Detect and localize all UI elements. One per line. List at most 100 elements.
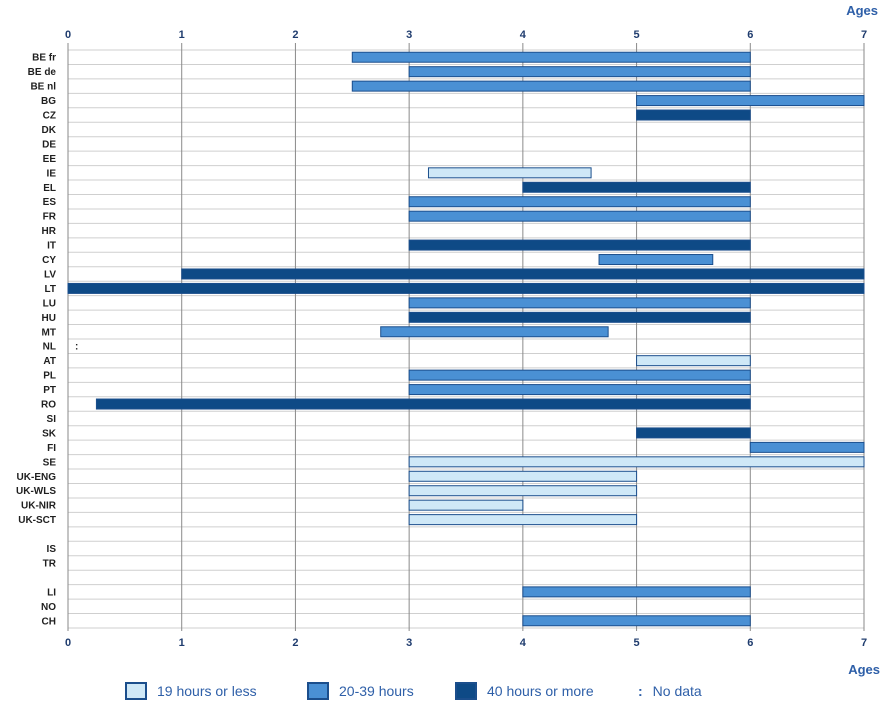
- legend-label: 19 hours or less: [157, 683, 257, 699]
- row-label: LT: [45, 284, 56, 295]
- bar-lu: [408, 297, 751, 309]
- x-tick-label-bottom: 6: [747, 637, 753, 649]
- x-tick-label-top: 6: [747, 29, 753, 41]
- x-tick-label-bottom: 1: [179, 637, 185, 649]
- row-label: HU: [42, 313, 56, 324]
- row-label: IS: [47, 544, 57, 555]
- x-tick-label-top: 1: [179, 29, 185, 41]
- row-label: UK-SCT: [18, 515, 56, 526]
- bar-hu: [408, 311, 751, 323]
- bar-fi: [749, 441, 865, 453]
- bar-lv: [181, 268, 865, 280]
- axis-title-bottom: Ages: [848, 662, 880, 677]
- row-label: DE: [42, 139, 56, 150]
- legend-label: 20-39 hours: [339, 683, 414, 699]
- bar-at: [636, 355, 751, 367]
- x-tick-label-top: 5: [634, 29, 640, 41]
- legend: 19 hours or less 20-39 hours 40 hours or…: [0, 680, 885, 704]
- bar-fr: [408, 210, 751, 222]
- bar-be-de: [408, 66, 751, 78]
- legend-item-20-39-hours: 20-39 hours: [307, 680, 414, 702]
- bar-el: [522, 181, 751, 193]
- x-tick-label-bottom: 5: [634, 637, 640, 649]
- legend-swatch-light: [125, 682, 147, 700]
- row-label: CH: [42, 616, 56, 627]
- no-data-marker: :: [75, 342, 78, 353]
- x-tick-label-bottom: 0: [65, 637, 71, 649]
- row-label: IT: [47, 241, 56, 252]
- legend-swatch-dark: [455, 682, 477, 700]
- row-label: PL: [43, 371, 56, 382]
- row-label: DK: [42, 125, 57, 136]
- grid: [67, 43, 865, 631]
- no-data-symbol: :: [638, 683, 643, 699]
- bar-bg: [636, 95, 865, 107]
- bar-es: [408, 196, 751, 208]
- row-label: HR: [42, 226, 57, 237]
- x-tick-label-top: 7: [861, 29, 867, 41]
- legend-label: No data: [652, 683, 702, 699]
- row-label: NL: [43, 342, 56, 353]
- row-label: MT: [42, 327, 56, 338]
- x-tick-label-top: 3: [406, 29, 412, 41]
- row-label: RO: [41, 400, 56, 411]
- row-label: BG: [41, 96, 56, 107]
- legend-item-no-data: : No data: [638, 680, 702, 702]
- x-tick-label-bottom: 4: [520, 637, 527, 649]
- row-label: LI: [47, 587, 56, 598]
- bar-ro: [95, 398, 751, 410]
- bar-ch: [522, 615, 751, 627]
- row-label: SE: [43, 457, 57, 468]
- row-label: ES: [43, 197, 57, 208]
- bar-pt: [408, 384, 751, 396]
- row-label: IE: [47, 168, 57, 179]
- row-label: PT: [43, 385, 56, 396]
- bar-uk-eng: [408, 470, 638, 482]
- x-tick-label-bottom: 3: [406, 637, 412, 649]
- bar-be-fr: [351, 51, 751, 63]
- axis-ticks: 0 0 1 1 2 2 3 3 4 4 5 5 6 6 7 7: [65, 29, 867, 649]
- row-label: LU: [43, 298, 56, 309]
- bar-pl: [408, 369, 751, 381]
- row-label: AT: [43, 356, 56, 367]
- x-tick-label-bottom: 2: [292, 637, 298, 649]
- row-label: UK-WLS: [16, 486, 56, 497]
- bar-cz: [636, 109, 751, 121]
- x-tick-label-top: 0: [65, 29, 71, 41]
- row-label: BE fr: [32, 53, 56, 64]
- bar-it: [408, 239, 751, 251]
- row-label: EE: [43, 154, 57, 165]
- row-label: UK-ENG: [17, 472, 57, 483]
- x-tick-label-top: 2: [292, 29, 298, 41]
- row-label: LV: [44, 269, 56, 280]
- row-label: FI: [47, 443, 56, 454]
- row-label: TR: [43, 558, 57, 569]
- bar-li: [522, 586, 751, 598]
- row-label: BE nl: [30, 82, 56, 93]
- row-label: SK: [42, 428, 57, 439]
- legend-item-19-hours: 19 hours or less: [125, 680, 257, 702]
- row-label: CY: [42, 255, 56, 266]
- row-label: BE de: [28, 67, 57, 78]
- bar-be-nl: [351, 80, 751, 92]
- row-label: SI: [47, 414, 57, 425]
- legend-item-40-hours: 40 hours or more: [455, 680, 594, 702]
- legend-swatch-medium: [307, 682, 329, 700]
- row-label: FR: [43, 212, 57, 223]
- bar-lt: [67, 282, 865, 294]
- bar-uk-wls: [408, 485, 638, 497]
- legend-label: 40 hours or more: [487, 683, 594, 699]
- row-label: CZ: [43, 111, 56, 122]
- bar-ie: [427, 167, 592, 179]
- row-label: UK-NIR: [21, 501, 57, 512]
- bar-mt: [380, 326, 609, 338]
- row-labels: BE fr BE de BE nl BG CZ DK DE EE IE EL ES FR HR IT CY L…: [16, 53, 78, 628]
- bar-se: [408, 456, 865, 468]
- axis-title-top: Ages: [846, 3, 878, 18]
- x-tick-label-top: 4: [520, 29, 527, 41]
- row-label: EL: [43, 183, 56, 194]
- bar-uk-nir: [408, 499, 524, 511]
- bar-sk: [636, 427, 751, 439]
- row-label: NO: [41, 602, 56, 613]
